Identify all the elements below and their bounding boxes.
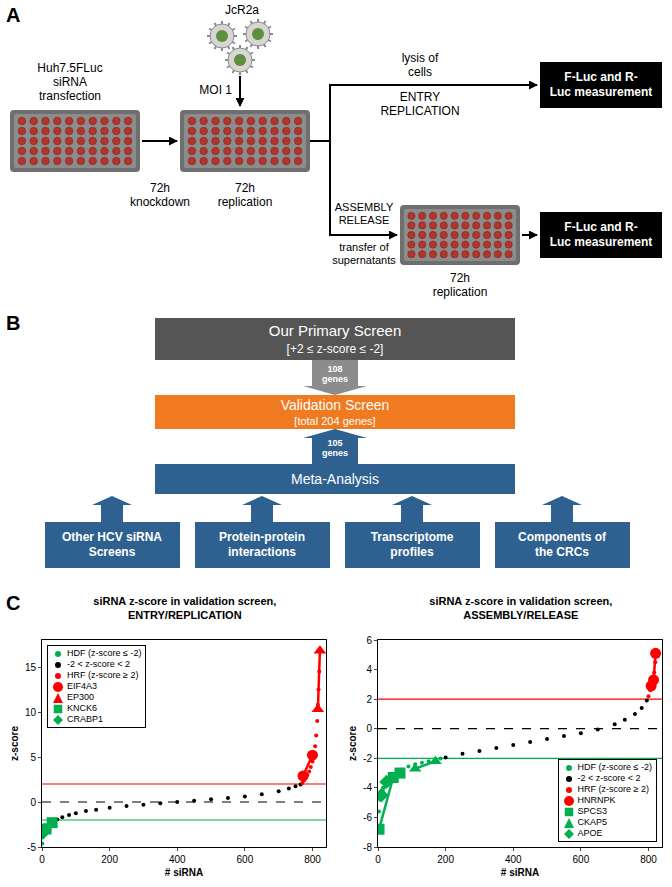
html-text:-2 < z-score < 2: -2 < z-score < 2: [577, 773, 641, 783]
svg-text:[total 204 genes]: [total 204 genes]: [294, 415, 375, 427]
svg-text:Meta-Analysis: Meta-Analysis: [291, 471, 379, 487]
svg-text:0: 0: [39, 854, 45, 865]
svg-text:RELEASE: RELEASE: [339, 214, 390, 226]
svg-text:-5: -5: [27, 842, 36, 853]
svg-text:interactions: interactions: [228, 545, 296, 559]
html-text:HDF (z-score ≤ -2): HDF (z-score ≤ -2): [67, 648, 142, 658]
svg-text:the CRCs: the CRCs: [535, 545, 589, 559]
svg-text:108: 108: [327, 364, 342, 374]
svg-text:lysis of: lysis of: [402, 51, 439, 65]
html-text:SPCS3: SPCS3: [577, 806, 608, 816]
svg-text:Protein-protein: Protein-protein: [219, 530, 305, 544]
svg-text:profiles: profiles: [390, 545, 434, 559]
svg-text:ENTRY: ENTRY: [400, 90, 440, 104]
svg-text:siRNA: siRNA: [53, 75, 87, 89]
svg-text:siRNA z-score in validation sc: siRNA z-score in validation screen,ENTRY…: [93, 595, 276, 621]
html-text:-2 < z-score < 2: -2 < z-score < 2: [67, 659, 130, 669]
svg-text:72h: 72h: [150, 181, 170, 195]
svg-text:400: 400: [505, 854, 522, 865]
svg-text:MOI 1: MOI 1: [199, 83, 232, 97]
svg-text:6: 6: [366, 635, 372, 646]
svg-text:4: 4: [366, 664, 372, 675]
svg-text:z-score: z-score: [347, 726, 358, 761]
html-text:CKAP5: CKAP5: [577, 817, 608, 827]
svg-text:5: 5: [30, 752, 36, 763]
svg-text:200: 200: [101, 854, 118, 865]
html-text:EP300: EP300: [67, 692, 94, 702]
svg-text:replication: replication: [433, 285, 488, 299]
svg-text:cells: cells: [408, 65, 432, 79]
svg-text:400: 400: [169, 854, 186, 865]
svg-text:F-Luc and R-: F-Luc and R-: [564, 220, 637, 234]
html-text:C: C: [6, 592, 21, 614]
html-text:HDF (z-score ≤ -2): HDF (z-score ≤ -2): [577, 762, 652, 772]
svg-text:A: A: [6, 4, 20, 26]
svg-text:Huh7.5FLuc: Huh7.5FLuc: [37, 61, 102, 75]
svg-text:[+2 ≤ z-score ≤ -2]: [+2 ≤ z-score ≤ -2]: [287, 342, 384, 356]
svg-text:Other HCV siRNA: Other HCV siRNA: [62, 530, 162, 544]
svg-text:Components of: Components of: [518, 530, 607, 544]
html-text:KNCK6: KNCK6: [67, 703, 97, 713]
svg-text:72h: 72h: [235, 181, 255, 195]
svg-text:transfer of: transfer of: [339, 241, 389, 253]
svg-text:knockdown: knockdown: [130, 195, 190, 209]
svg-text:transfection: transfection: [39, 89, 101, 103]
svg-text:Screens: Screens: [89, 545, 136, 559]
svg-text:ASSEMBLY: ASSEMBLY: [335, 201, 394, 213]
svg-text:600: 600: [237, 854, 254, 865]
svg-text:z-score: z-score: [9, 726, 20, 761]
svg-text:-8: -8: [363, 842, 372, 853]
svg-text:Validation Screen: Validation Screen: [281, 397, 390, 413]
svg-text:800: 800: [304, 854, 321, 865]
svg-text:-2: -2: [363, 753, 372, 764]
html-text:HRF (z-score ≥ 2): HRF (z-score ≥ 2): [67, 670, 139, 680]
svg-text:72h: 72h: [450, 271, 470, 285]
svg-text:F-Luc and R-: F-Luc and R-: [564, 70, 637, 84]
html-text:HNRNPK: HNRNPK: [577, 795, 616, 805]
svg-text:Luc measurement: Luc measurement: [550, 85, 653, 99]
svg-text:# siRNA: # siRNA: [501, 867, 539, 878]
svg-text:# siRNA: # siRNA: [165, 867, 203, 878]
svg-text:B: B: [6, 312, 20, 334]
svg-text:-6: -6: [363, 812, 372, 823]
svg-text:-4: -4: [363, 782, 372, 793]
svg-text:supernatants: supernatants: [332, 254, 396, 266]
svg-text:105: 105: [327, 438, 342, 448]
svg-text:replication: replication: [218, 195, 273, 209]
svg-text:Our Primary Screen: Our Primary Screen: [269, 322, 402, 339]
svg-text:600: 600: [573, 854, 590, 865]
svg-text:0: 0: [366, 723, 372, 734]
svg-text:0: 0: [375, 854, 381, 865]
svg-text:genes: genes: [322, 374, 348, 384]
svg-text:200: 200: [437, 854, 454, 865]
svg-text:15: 15: [25, 662, 37, 673]
html-text:APOE: APOE: [577, 828, 603, 838]
svg-text:800: 800: [640, 854, 657, 865]
svg-text:REPLICATION: REPLICATION: [380, 104, 459, 118]
svg-text:JcR2a: JcR2a: [225, 3, 259, 17]
html-text:CRABP1: CRABP1: [67, 714, 103, 724]
svg-text:2: 2: [366, 694, 372, 705]
html-text:HRF (z-score ≥ 2): HRF (z-score ≥ 2): [577, 784, 649, 794]
svg-text:genes: genes: [322, 448, 348, 458]
svg-text:Luc measurement: Luc measurement: [550, 235, 653, 249]
svg-text:siRNA z-score in validation sc: siRNA z-score in validation screen,ASSEM…: [429, 595, 612, 621]
svg-text:10: 10: [25, 707, 37, 718]
svg-text:0: 0: [30, 797, 36, 808]
svg-text:Transcriptome: Transcriptome: [371, 530, 454, 544]
html-text:EIF4A3: EIF4A3: [67, 681, 97, 691]
